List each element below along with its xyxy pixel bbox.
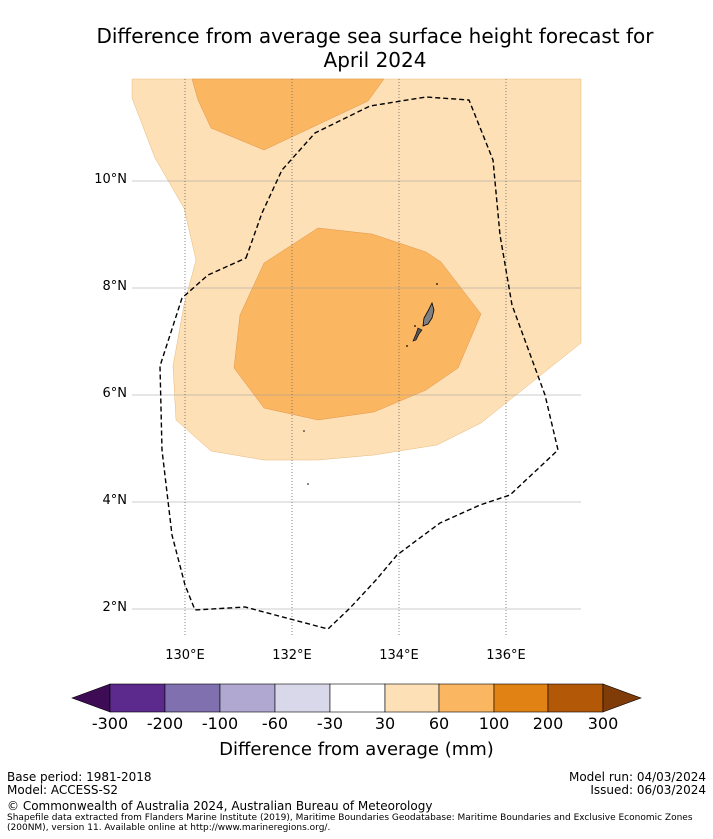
base-period-text: Base period: 1981-2018 — [7, 770, 152, 784]
colorbar-high-extension — [602, 683, 642, 713]
eez-boundary-line — [159, 96, 559, 630]
title-line-2: April 2024 — [323, 48, 427, 72]
colorbar-tick-label: -30 — [316, 714, 344, 733]
palau-islands — [422, 301, 435, 327]
title-line-1: Difference from average sea surface heig… — [96, 24, 654, 48]
copyright-text: © Commonwealth of Australia 2024, Austra… — [7, 799, 433, 813]
shapefile-credit-line-1: Shapefile data extracted from Flanders M… — [7, 813, 693, 823]
lat-label-8n: 8°N — [102, 279, 128, 294]
anomaly-region-60-100-north — [191, 78, 385, 151]
shapefile-credit-line-2: (200NM), version 11. Available online at… — [7, 823, 331, 833]
palau-islets — [412, 327, 423, 342]
lat-label-10n: 10°N — [94, 172, 127, 187]
colorbar-swatch-8 — [493, 683, 549, 713]
colorbar-swatch-9 — [547, 683, 604, 713]
lon-label-132e: 132°E — [272, 648, 312, 663]
lat-label-2n: 2°N — [102, 600, 128, 615]
lon-label-134e: 134°E — [379, 648, 419, 663]
colorbar-swatch-2 — [164, 683, 221, 713]
colorbar — [71, 683, 642, 713]
lon-label-130e: 130°E — [165, 648, 205, 663]
colorbar-tick-label: -60 — [261, 714, 289, 733]
island-dot-4 — [303, 430, 305, 432]
island-dot-2 — [414, 325, 416, 327]
colorbar-swatch-7 — [438, 683, 495, 713]
colorbar-tick-label: 300 — [587, 714, 619, 733]
colorbar-tick-label: -200 — [146, 714, 184, 733]
colorbar-tick-label: 30 — [374, 714, 396, 733]
island-dot-3 — [406, 345, 408, 347]
colorbar-tick-label: 200 — [532, 714, 564, 733]
model-run-text: Model run: 04/03/2024 — [568, 770, 706, 784]
colorbar-tick-label: 60 — [428, 714, 450, 733]
colorbar-tick-label: -300 — [91, 714, 129, 733]
lon-label-136e: 136°E — [486, 648, 526, 663]
island-dot-5 — [307, 483, 309, 485]
lat-label-4n: 4°N — [102, 493, 128, 508]
colorbar-title: Difference from average (mm) — [219, 739, 494, 760]
colorbar-tick-label: -100 — [201, 714, 239, 733]
colorbar-swatch-1 — [109, 683, 166, 713]
colorbar-low-extension — [71, 683, 111, 713]
colorbar-swatch-4 — [274, 683, 331, 713]
island-dot-1 — [436, 283, 438, 285]
issued-text: Issued: 06/03/2024 — [590, 783, 706, 797]
colorbar-swatch-6 — [384, 683, 440, 713]
anomaly-region-60-100-central — [233, 227, 482, 421]
model-text: Model: ACCESS-S2 — [7, 783, 119, 797]
colorbar-tick-label: 100 — [478, 714, 510, 733]
colorbar-swatch-5 — [329, 683, 386, 713]
lat-label-6n: 6°N — [102, 386, 128, 401]
map-title: Difference from average sea surface heig… — [0, 24, 713, 72]
colorbar-swatch-3 — [219, 683, 276, 713]
